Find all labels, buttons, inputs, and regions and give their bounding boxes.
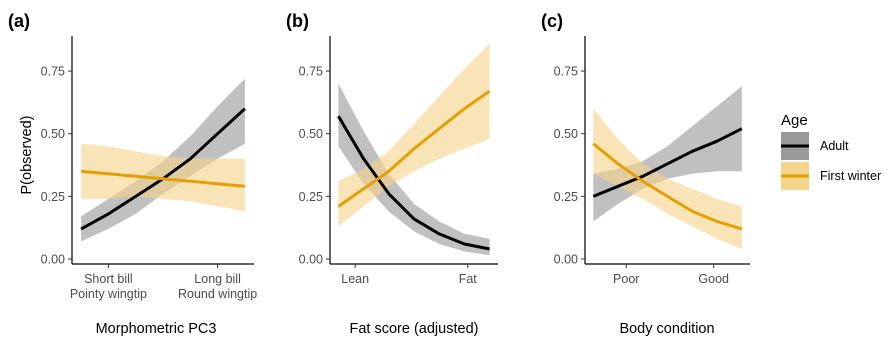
- panel-c: (c) Body condition 0.00 0.25 0.50 0.75 Poor G…: [541, 11, 750, 337]
- series-line-first-winter-a: [80, 169, 246, 188]
- y-tick-label-c: 0.75: [554, 65, 578, 79]
- y-tick-label-a: 0.00: [41, 252, 65, 266]
- y-tick-label-c: 0.25: [554, 190, 578, 204]
- series-line-adult-c: [592, 127, 743, 198]
- panel-b: (b) Fat score (adjusted) 0.00 0.25 0.50 0.7…: [286, 11, 498, 337]
- y-tick-label-c: 0.50: [554, 127, 578, 141]
- y-tick-label-a: 0.75: [41, 65, 65, 79]
- x-axis-title-b: Fat score (adjusted): [350, 321, 479, 337]
- panel-a: (a) Morphometric PC3 0.00 0.25 0.50 0.75 Sho…: [8, 11, 257, 337]
- x-tick-label-b: Lean: [341, 272, 369, 286]
- line-layer-b: [337, 89, 491, 251]
- ci-band-adult-a: [81, 78, 245, 242]
- x-tick-label-c: Poor: [613, 272, 639, 286]
- y-tick-label-a: 0.25: [41, 190, 65, 204]
- x-tick-label-a: Short bill Pointy wingtip: [70, 272, 147, 301]
- series-line-first-winter-b: [337, 89, 491, 208]
- series-line-first-winter-c: [592, 142, 743, 231]
- y-tick-label-c: 0.00: [554, 252, 578, 266]
- line-layer-c: [592, 127, 743, 231]
- line-layer-a: [80, 107, 246, 231]
- x-tick-label-a: Long bill Round wingtip: [178, 272, 257, 301]
- x-axis-title-c: Body condition: [619, 321, 714, 337]
- y-tick-label-b: 0.00: [299, 252, 323, 266]
- ci-band-first-winter-c: [593, 108, 742, 249]
- band-layer-c: [593, 86, 742, 249]
- legend-label-adult: Adult: [820, 139, 849, 153]
- x-axis-title-a: Morphometric PC3: [96, 321, 217, 337]
- panel-tag-c: (c): [541, 11, 563, 31]
- x-tick-label-b: Fat: [459, 272, 478, 286]
- x-tick-label-c: Good: [698, 272, 729, 286]
- panel-tag-b: (b): [286, 11, 309, 31]
- panel-tag-a: (a): [8, 11, 30, 31]
- legend-label-first-winter: First winter: [820, 169, 881, 183]
- y-tick-label-a: 0.50: [41, 127, 65, 141]
- legend: Age Adult First winter: [781, 112, 881, 190]
- y-axis-title: P(observed): [19, 116, 35, 195]
- series-line-adult-b: [337, 115, 490, 251]
- y-tick-label-b: 0.75: [299, 65, 323, 79]
- y-tick-label-b: 0.25: [299, 190, 323, 204]
- y-tick-label-b: 0.50: [299, 127, 323, 141]
- legend-title: Age: [781, 112, 808, 129]
